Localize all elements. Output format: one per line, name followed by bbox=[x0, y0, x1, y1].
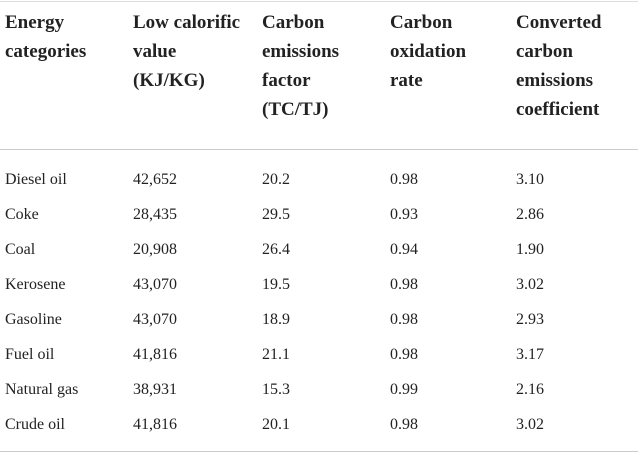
table-row: Fuel oil 41,816 21.1 0.98 3.17 bbox=[0, 337, 638, 372]
table-row: Kerosene 43,070 19.5 0.98 3.02 bbox=[0, 267, 638, 302]
table-cell: 42,652 bbox=[133, 170, 177, 188]
table-cell: Coal bbox=[5, 240, 36, 258]
table-cell: 0.98 bbox=[390, 170, 418, 188]
table-cell: 3.02 bbox=[511, 407, 638, 452]
table-cell: 3.10 bbox=[516, 170, 544, 188]
table-cell: Kerosene bbox=[5, 275, 66, 293]
table-cell: 3.02 bbox=[516, 275, 544, 293]
table-row: Natural gas 38,931 15.3 0.99 2.16 bbox=[0, 372, 638, 407]
table-cell: 21.1 bbox=[262, 345, 290, 363]
column-header: Energy categories bbox=[0, 1, 128, 150]
table-cell: 38,931 bbox=[133, 380, 177, 398]
table-cell: 0.93 bbox=[390, 205, 418, 223]
table-cell: 0.94 bbox=[390, 240, 418, 258]
table-cell: 28,435 bbox=[133, 205, 177, 223]
table-cell: 43,070 bbox=[133, 310, 177, 328]
table-cell: 26.4 bbox=[262, 240, 290, 258]
table-cell: Natural gas bbox=[5, 380, 79, 398]
table-row: Diesel oil 42,652 20.2 0.98 3.10 bbox=[0, 150, 638, 198]
table-cell: 0.98 bbox=[385, 407, 511, 452]
table-cell: 0.98 bbox=[390, 345, 418, 363]
column-header: Carbon emissions factor (TC/TJ) bbox=[257, 1, 385, 150]
table-cell: Crude oil bbox=[0, 407, 128, 452]
header-text: Low calorific value (KJ/KG) bbox=[133, 12, 241, 91]
table-row: Gasoline 43,070 18.9 0.98 2.93 bbox=[0, 302, 638, 337]
table-cell: 20.2 bbox=[262, 170, 290, 188]
header-text: Carbon oxidation rate bbox=[390, 12, 467, 91]
table-cell: 43,070 bbox=[133, 275, 177, 293]
table-cell: 20,908 bbox=[133, 240, 177, 258]
header-text: Carbon emissions factor (TC/TJ) bbox=[262, 12, 340, 120]
table-cell: 1.90 bbox=[516, 240, 544, 258]
table-cell: 2.93 bbox=[516, 310, 544, 328]
table-cell: 20.1 bbox=[257, 407, 385, 452]
column-header: Converted carbon emissions coefficient bbox=[511, 1, 638, 150]
table-cell: 2.16 bbox=[516, 380, 544, 398]
header-text: Converted carbon emissions coefficient bbox=[516, 12, 602, 120]
table-row: Coke 28,435 29.5 0.93 2.86 bbox=[0, 197, 638, 232]
table-cell: 15.3 bbox=[262, 380, 290, 398]
table-cell: 29.5 bbox=[262, 205, 290, 223]
table-cell: Gasoline bbox=[5, 310, 62, 328]
table-row: Coal 20,908 26.4 0.94 1.90 bbox=[0, 232, 638, 267]
table-cell: 2.86 bbox=[516, 205, 544, 223]
table-cell: 0.98 bbox=[390, 275, 418, 293]
header-text: Energy categories bbox=[5, 12, 87, 62]
column-header: Low calorific value (KJ/KG) bbox=[128, 1, 257, 150]
table-cell: Diesel oil bbox=[5, 170, 67, 188]
table-body: Diesel oil 42,652 20.2 0.98 3.10 Coke 28,435 29… bbox=[0, 150, 638, 452]
table-cell: 41,816 bbox=[128, 407, 257, 452]
table-cell: 19.5 bbox=[262, 275, 290, 293]
table-cell: Fuel oil bbox=[5, 345, 55, 363]
table-row: Crude oil 41,816 20.1 0.98 3.02 bbox=[0, 407, 638, 452]
header-row: Energy categories Low calorific value (KJ… bbox=[0, 1, 638, 150]
table-cell: 41,816 bbox=[133, 345, 177, 363]
table-cell: 0.98 bbox=[390, 310, 418, 328]
table-cell: 0.99 bbox=[390, 380, 418, 398]
column-header: Carbon oxidation rate bbox=[385, 1, 511, 150]
table-cell: 18.9 bbox=[262, 310, 290, 328]
table-cell: Coke bbox=[5, 205, 39, 223]
table-cell: 3.17 bbox=[516, 345, 544, 363]
